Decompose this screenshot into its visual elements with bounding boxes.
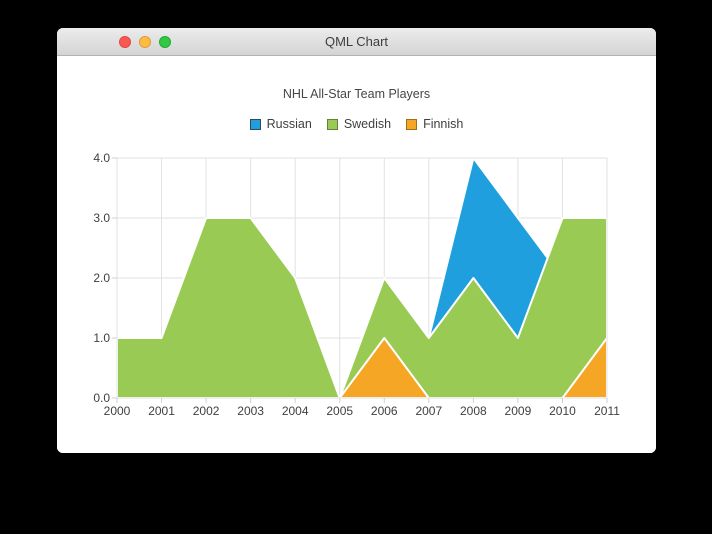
chart-title: NHL All-Star Team Players <box>282 87 431 101</box>
window-title: QML Chart <box>324 34 389 49</box>
zoom-button[interactable] <box>159 36 171 48</box>
x-tick-label: 2007 <box>415 404 442 418</box>
window-controls <box>119 28 171 56</box>
x-tick-label: 2004 <box>282 404 309 418</box>
legend-label: Russian <box>266 117 312 131</box>
minimize-button[interactable] <box>139 36 151 48</box>
legend-marker-swedish <box>326 118 338 130</box>
x-tick-label: 2006 <box>371 404 398 418</box>
legend-marker-finnish <box>406 118 418 130</box>
legend-marker-russian <box>249 118 261 130</box>
legend-item-swedish: Swedish <box>326 117 392 131</box>
area-chart-plot: 0.0 1.0 2.0 3.0 4.0 2000 2001 2002 2003 2004 2005 2… <box>93 151 620 418</box>
y-tick-label: 4.0 <box>93 151 110 165</box>
x-tick-label: 2002 <box>193 404 220 418</box>
x-tick-label: 2003 <box>237 404 264 418</box>
x-tick-label: 2010 <box>549 404 576 418</box>
x-tick-label: 2000 <box>104 404 131 418</box>
x-tick-label: 2008 <box>460 404 487 418</box>
legend-item-russian: Russian <box>249 117 312 131</box>
legend-label: Finnish <box>423 117 464 131</box>
window-titlebar[interactable]: QML Chart <box>57 28 656 56</box>
y-tick-label: 2.0 <box>93 271 110 285</box>
legend-item-finnish: Finnish <box>406 117 463 131</box>
x-tick-label: 2001 <box>148 404 175 418</box>
x-tick-label: 2011 <box>594 404 620 418</box>
legend-label: Swedish <box>343 117 392 131</box>
chart-view: NHL All-Star Team Players Russian Swedish… <box>57 56 656 453</box>
y-tick-label: 1.0 <box>93 331 110 345</box>
y-tick-label: 0.0 <box>93 391 110 405</box>
x-tick-label: 2005 <box>326 404 353 418</box>
qml-chart-window: QML Chart NHL All-Star Team Players Russ… <box>57 28 656 453</box>
y-tick-label: 3.0 <box>93 211 110 225</box>
x-tick-label: 2009 <box>505 404 532 418</box>
chart-legend: Russian Swedish Finnish <box>57 115 656 133</box>
close-button[interactable] <box>119 36 131 48</box>
